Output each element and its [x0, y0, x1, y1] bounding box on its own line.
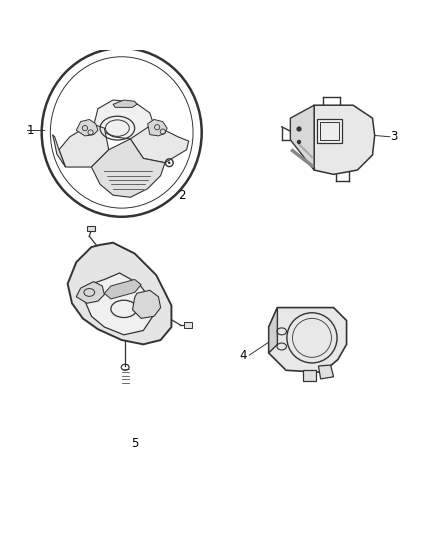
Bar: [320, 122, 339, 140]
Text: 2: 2: [179, 189, 186, 201]
Polygon shape: [104, 279, 141, 299]
Text: 4: 4: [240, 349, 247, 362]
Polygon shape: [290, 105, 314, 170]
Polygon shape: [314, 105, 374, 174]
Polygon shape: [318, 365, 334, 379]
Polygon shape: [94, 100, 154, 139]
Polygon shape: [131, 126, 189, 163]
Bar: [317, 119, 342, 143]
Polygon shape: [67, 243, 171, 344]
Polygon shape: [76, 119, 98, 136]
Polygon shape: [269, 308, 277, 353]
Text: 1: 1: [27, 124, 35, 137]
Polygon shape: [92, 139, 165, 197]
Polygon shape: [113, 100, 137, 107]
Polygon shape: [85, 273, 153, 335]
Polygon shape: [269, 308, 346, 373]
Circle shape: [168, 161, 170, 164]
Circle shape: [297, 126, 302, 132]
Circle shape: [297, 140, 301, 144]
Polygon shape: [76, 281, 104, 303]
Text: 5: 5: [131, 437, 138, 450]
Polygon shape: [304, 370, 316, 381]
Bar: [87, 226, 95, 231]
Bar: [184, 322, 192, 328]
Text: 3: 3: [390, 130, 398, 143]
Polygon shape: [148, 119, 167, 136]
Polygon shape: [133, 290, 161, 318]
Polygon shape: [53, 135, 66, 167]
Polygon shape: [59, 124, 109, 167]
